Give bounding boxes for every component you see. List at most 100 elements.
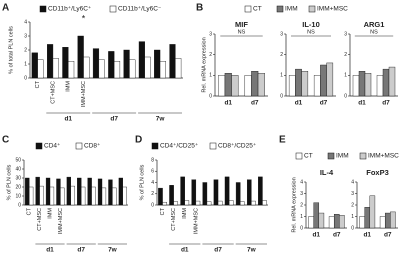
bar (118, 177, 124, 206)
bar (123, 49, 130, 79)
bar (159, 61, 166, 79)
legend-label: CD4⁺ (44, 143, 61, 150)
x-tick-label: d1 (358, 100, 366, 107)
bar (390, 211, 396, 229)
x-tick-label: IMM+MSC (81, 81, 87, 107)
annotation: NS (238, 29, 246, 35)
bar (138, 41, 145, 79)
y-tick-label: 2 (351, 202, 354, 208)
x-tick-label: CT (35, 80, 41, 88)
subplot-title: MIF (235, 20, 248, 29)
bar (333, 213, 340, 229)
bar (258, 176, 263, 206)
bar (113, 61, 121, 79)
legend-label: CT (304, 153, 313, 160)
y-tick-label: 3 (300, 191, 303, 197)
bar (313, 202, 320, 229)
bar (122, 186, 127, 206)
bar (235, 182, 241, 206)
x-tick-label: CT (160, 207, 166, 215)
y-axis-label: % of PLN cells (139, 164, 145, 200)
bar (47, 44, 54, 79)
legend-label: CD4⁺/CD25⁺ (160, 143, 199, 150)
legend-label: CD11b⁺/Ly6C⁻ (118, 6, 162, 13)
bar (77, 177, 82, 206)
bar (108, 51, 115, 79)
legend-swatch (327, 152, 335, 160)
y-tick-label: 0 (24, 75, 27, 81)
bar (77, 35, 84, 79)
y-tick-label: 3 (344, 31, 347, 37)
y-tick-label: 3 (351, 191, 354, 197)
bar (231, 75, 239, 97)
y-tick-label: 1 (351, 214, 354, 220)
bar (379, 216, 386, 229)
bar (339, 215, 345, 229)
y-tick-label: 1 (209, 73, 212, 79)
x-tick-label: d7 (382, 100, 390, 107)
legend-label: IMM (336, 153, 349, 160)
bar (358, 70, 366, 97)
bar (388, 66, 396, 97)
group-label: 7w (247, 247, 257, 254)
y-axis-label: Rel. mRNA expression (291, 177, 297, 232)
legend-label: IMM+MSC (317, 6, 348, 13)
x-tick-label: d1 (295, 100, 303, 107)
y-tick-label: 40 (15, 166, 21, 172)
legend-label: IMM+MSC (368, 153, 399, 160)
bar (382, 68, 390, 97)
bar (246, 179, 252, 206)
bar (91, 186, 96, 206)
y-tick-label: 0 (18, 202, 21, 208)
y-tick-label: 2 (209, 52, 212, 58)
y-tick-label: 2 (151, 191, 154, 197)
y-tick-label: 8 (151, 157, 154, 163)
bar (25, 177, 30, 206)
bar (352, 75, 360, 97)
y-tick-label: 2 (24, 47, 27, 53)
y-axis-label: % of total PLN cells (8, 26, 14, 74)
subplot-title: IL-10 (302, 20, 320, 29)
legend-swatch (295, 152, 303, 160)
annotation: NS (307, 29, 315, 35)
bar (35, 176, 40, 206)
bar (129, 59, 136, 79)
bar (173, 201, 179, 206)
bar (60, 187, 65, 206)
subplot-title: ARG1 (364, 20, 385, 29)
bar (369, 195, 376, 229)
y-tick-label: 2 (280, 52, 283, 58)
legend-swatch (75, 142, 83, 150)
y-axis-label: % of PLN cells (6, 164, 12, 200)
bar (364, 73, 372, 97)
legend-swatch (109, 5, 117, 13)
y-tick-label: 0 (344, 93, 347, 99)
legend-swatch (209, 142, 217, 150)
bar (52, 58, 59, 79)
legend-swatch (359, 152, 367, 160)
group-label: d7 (77, 247, 85, 254)
group-label: 7w (156, 116, 166, 123)
legend-swatch (39, 5, 47, 13)
x-tick-label: IMM+MSC (193, 208, 199, 234)
bar (257, 73, 265, 97)
x-tick-label: IMM (47, 208, 53, 219)
y-tick-label: 4 (351, 179, 354, 185)
bar (108, 179, 113, 206)
y-tick-label: 6 (151, 169, 154, 175)
bar (384, 212, 391, 229)
legend-label: CT (253, 6, 262, 13)
bar (80, 186, 86, 206)
x-tick-label: d1 (224, 100, 232, 107)
bar (318, 212, 325, 229)
legend-label: CD8⁺/CD25⁺ (218, 143, 257, 150)
bar (217, 200, 223, 206)
y-tick-label: 0 (300, 225, 303, 231)
y-tick-label: 1 (280, 73, 283, 79)
x-tick-label: d1 (363, 232, 371, 239)
bar (92, 48, 100, 79)
bar (213, 179, 219, 206)
legend-swatch (276, 5, 284, 13)
bar (97, 178, 103, 206)
